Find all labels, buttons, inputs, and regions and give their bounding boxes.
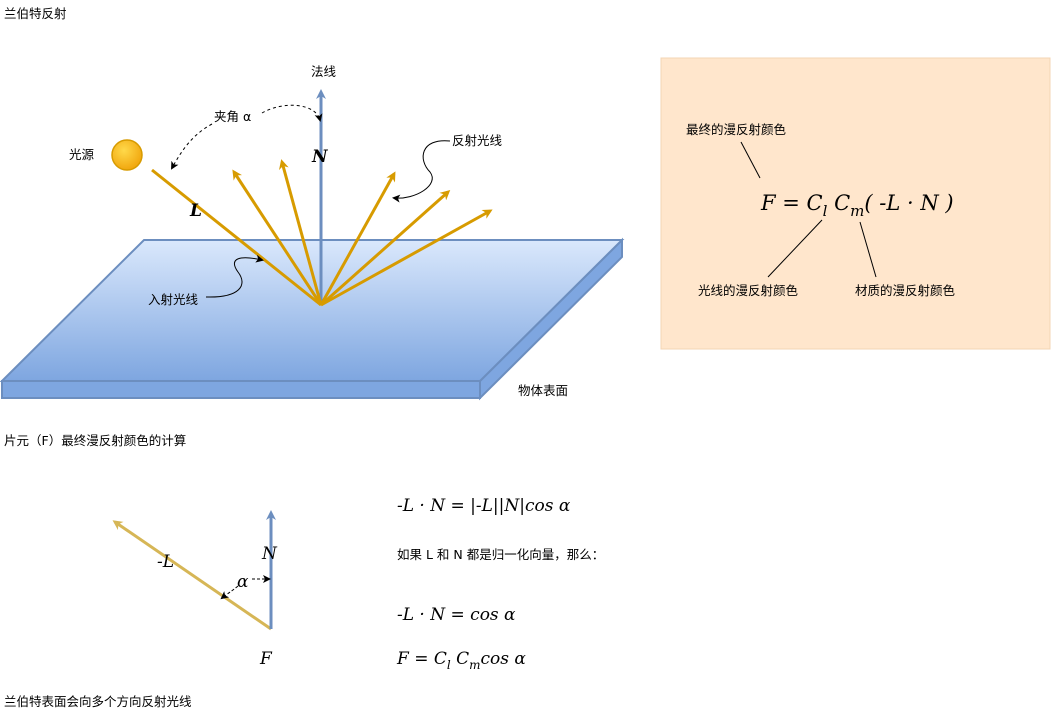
angle-arrow-right: [261, 104, 323, 122]
light-color-leader: [767, 219, 823, 278]
incident-ray: [151, 168, 322, 307]
final-color-label: 最终的漫反射颜色: [686, 122, 787, 137]
incident-ray-label: 入射光线: [148, 292, 199, 307]
normal-label: 法线: [311, 64, 337, 79]
neg-l-label: -L: [157, 552, 174, 572]
neg-l-vector: [112, 520, 272, 631]
title-fragment-calc: 片元（F）最终漫反射颜色的计算: [4, 433, 186, 448]
formula-box: 最终的漫反射颜色 F = Cl Cm( -L · N ) 光线的漫反射颜色 材质…: [660, 57, 1051, 350]
light-color-label: 光线的漫反射颜色: [698, 283, 799, 298]
material-color-leader: [859, 221, 877, 278]
reflected-ray: [232, 169, 323, 306]
surface-top-face: [0, 239, 625, 382]
object-surface: [0, 237, 625, 401]
surface-front-face: [1, 380, 481, 399]
angle-label: 夹角 α: [214, 109, 251, 124]
final-color-leader: [740, 141, 761, 179]
reflected-ray: [320, 209, 493, 307]
reflected-ray: [320, 190, 451, 307]
reflected-ray: [279, 159, 323, 306]
normalized-note: 如果 L 和 N 都是归一化向量，那么：: [397, 547, 604, 562]
title-lambert: 兰伯特反射: [4, 6, 67, 21]
equation-final: F = Cl Cmcos α: [396, 649, 526, 672]
n-label: N: [261, 544, 278, 564]
alpha-arrow-left: [220, 585, 239, 600]
light-source-label: 光源: [69, 147, 95, 162]
reflected-ray-leader: [392, 140, 451, 203]
f-label: F: [259, 649, 273, 669]
sun-icon: [111, 139, 143, 171]
equation-dot-product: -L · N = |-L||N|cos α: [397, 496, 571, 516]
light-symbol: L: [189, 201, 202, 221]
vector-diagram: -L N α F: [112, 510, 278, 669]
material-color-label: 材质的漫反射颜色: [855, 283, 956, 298]
reflected-ray: [319, 171, 396, 306]
title-lambert-surface: 兰伯特表面会向多个方向反射光线: [4, 694, 192, 709]
alpha-label: α: [237, 572, 249, 592]
diffuse-formula: F = Cl Cm( -L · N ): [760, 191, 954, 220]
angle-arrow-left: [171, 123, 213, 170]
incident-ray-leader: [205, 254, 264, 298]
equation-cos: -L · N = cos α: [397, 605, 516, 625]
reflected-ray-label: 反射光线: [452, 133, 503, 148]
formula-box-bg: [660, 57, 1051, 350]
reflected-rays: [232, 159, 493, 307]
surface-label: 物体表面: [518, 383, 568, 398]
normal-symbol: N: [311, 147, 329, 167]
